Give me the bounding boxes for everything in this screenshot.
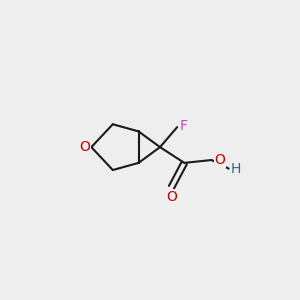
Text: O: O: [79, 140, 90, 154]
Text: H: H: [231, 162, 241, 176]
Text: F: F: [180, 119, 188, 133]
Text: O: O: [214, 153, 225, 167]
Text: O: O: [166, 190, 177, 204]
